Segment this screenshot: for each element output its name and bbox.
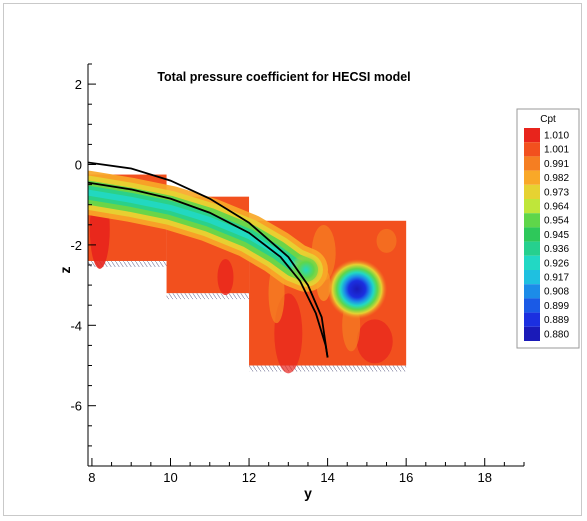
legend-label: 0.936 xyxy=(544,244,569,255)
legend-label: 0.926 xyxy=(544,258,569,269)
legend-label: 0.917 xyxy=(544,273,569,284)
legend-label: 0.908 xyxy=(544,287,569,298)
contour-field-detail xyxy=(88,170,397,374)
x-tick-label: 16 xyxy=(399,470,413,485)
patch-red xyxy=(217,259,234,296)
patch-red xyxy=(356,319,393,364)
legend-swatch xyxy=(524,142,540,157)
legend-label: 0.899 xyxy=(544,301,569,312)
y-tick-label: -6 xyxy=(70,399,82,414)
x-tick-label: 10 xyxy=(163,470,177,485)
panel-3-grid-edge xyxy=(249,365,407,372)
y-tick-label: 0 xyxy=(75,158,82,173)
legend-swatch xyxy=(524,184,540,199)
legend-label: 0.954 xyxy=(544,216,569,227)
legend-swatch xyxy=(524,326,540,341)
x-tick-label: 12 xyxy=(242,470,256,485)
legend-swatch xyxy=(524,284,540,299)
legend-label: 1.010 xyxy=(544,131,569,142)
x-tick-label: 8 xyxy=(88,470,95,485)
patch-orange xyxy=(376,228,397,253)
figure-frame: 8 10 12 14 16 18 2 0 -2 -4 -6 Total pressure coeff… xyxy=(3,3,582,516)
legend-label: 0.889 xyxy=(544,315,569,326)
legend-label: 0.982 xyxy=(544,173,569,184)
x-axis-label: y xyxy=(304,485,312,501)
legend-swatch xyxy=(524,170,540,185)
vortex-core xyxy=(327,259,388,320)
legend-swatch xyxy=(524,128,540,143)
panel-2-grid-edge xyxy=(166,293,250,300)
legend-swatch xyxy=(524,312,540,327)
legend-label: 0.964 xyxy=(544,202,569,213)
legend-label: 0.945 xyxy=(544,230,569,241)
legend-title: Cpt xyxy=(540,114,556,125)
x-tick-label: 14 xyxy=(320,470,334,485)
legend-swatch xyxy=(524,298,540,313)
y-tick-label: 2 xyxy=(75,77,82,92)
y-tick-label: -2 xyxy=(70,238,82,253)
legend-label: 0.973 xyxy=(544,187,569,198)
legend-swatch xyxy=(524,227,540,242)
legend: Cpt 1.010 1.001 0.991 0.982 0.973 0.964 0.954 0… xyxy=(516,108,580,349)
y-axis-label: z xyxy=(57,267,73,274)
legend-swatch xyxy=(524,156,540,171)
geometry-curves xyxy=(88,161,329,358)
legend-label: 0.991 xyxy=(544,159,569,170)
panel-1-grid-edge xyxy=(88,260,167,267)
legend-label: 0.880 xyxy=(544,329,569,340)
legend-swatch xyxy=(524,213,540,228)
y-tick-label: -4 xyxy=(70,318,82,333)
wake-band xyxy=(88,189,309,273)
upper-curve xyxy=(88,161,329,358)
legend-swatch xyxy=(524,241,540,256)
chart-title: Total pressure coefficient for HECSI mod… xyxy=(157,70,410,84)
legend-label: 1.001 xyxy=(544,145,569,156)
lower-curve xyxy=(88,181,329,358)
legend-swatch xyxy=(524,270,540,285)
legend-swatch xyxy=(524,199,540,214)
legend-swatch xyxy=(524,255,540,270)
x-tick-label: 18 xyxy=(477,470,491,485)
